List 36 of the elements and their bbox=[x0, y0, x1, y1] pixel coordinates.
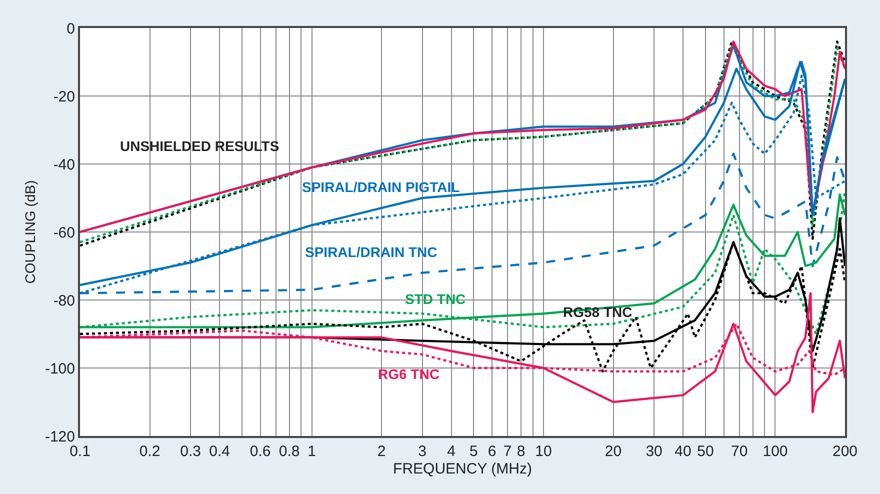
x-tick-label: 6 bbox=[488, 443, 496, 460]
annotation: SPIRAL/DRAIN TNC bbox=[305, 244, 438, 260]
y-tick-label: -60 bbox=[53, 224, 75, 242]
x-tick-label: 0.4 bbox=[209, 443, 230, 460]
y-tick-label: -100 bbox=[44, 360, 75, 378]
x-tick-label: 4 bbox=[447, 443, 456, 460]
x-tick-label: 0.2 bbox=[139, 443, 160, 460]
x-tick-label: 1 bbox=[308, 443, 316, 460]
annotation: RG6 TNC bbox=[378, 366, 440, 382]
y-tick-label: -20 bbox=[53, 88, 75, 106]
x-tick-label: 20 bbox=[604, 443, 622, 460]
x-tick-label: 50 bbox=[697, 443, 714, 460]
annotation: STD TNC bbox=[405, 291, 466, 307]
x-tick-label: 8 bbox=[516, 443, 526, 460]
x-tick-label: 7 bbox=[503, 443, 512, 460]
x-tick-label: 40 bbox=[674, 443, 692, 460]
x-tick-label: 0.1 bbox=[70, 443, 90, 460]
x-tick-label: 30 bbox=[646, 443, 662, 460]
x-tick-label: 10 bbox=[535, 443, 552, 460]
annotation: UNSHIELDED RESULTS bbox=[120, 138, 280, 154]
x-tick-label: 0.6 bbox=[250, 443, 271, 460]
y-tick-label: 0 bbox=[66, 20, 75, 38]
x-tick-label: 70 bbox=[730, 443, 748, 460]
x-tick-label: 0.3 bbox=[180, 443, 201, 460]
y-axis-title: COUPLING (dB) bbox=[22, 180, 38, 284]
x-tick-label: 3 bbox=[418, 443, 426, 460]
y-tick-label: -120 bbox=[44, 428, 75, 446]
y-tick-label: -80 bbox=[53, 292, 75, 310]
x-tick-label: 200 bbox=[832, 443, 858, 460]
x-tick-label: 100 bbox=[762, 443, 788, 460]
y-tick-label: -40 bbox=[53, 156, 75, 174]
x-tick-label: 2 bbox=[377, 443, 386, 460]
x-tick-label: 5 bbox=[470, 443, 478, 460]
x-axis-title: FREQUENCY (MHz) bbox=[393, 460, 532, 478]
x-tick-label: 0.8 bbox=[278, 443, 300, 460]
annotation: SPIRAL/DRAIN PIGTAIL bbox=[302, 179, 460, 195]
